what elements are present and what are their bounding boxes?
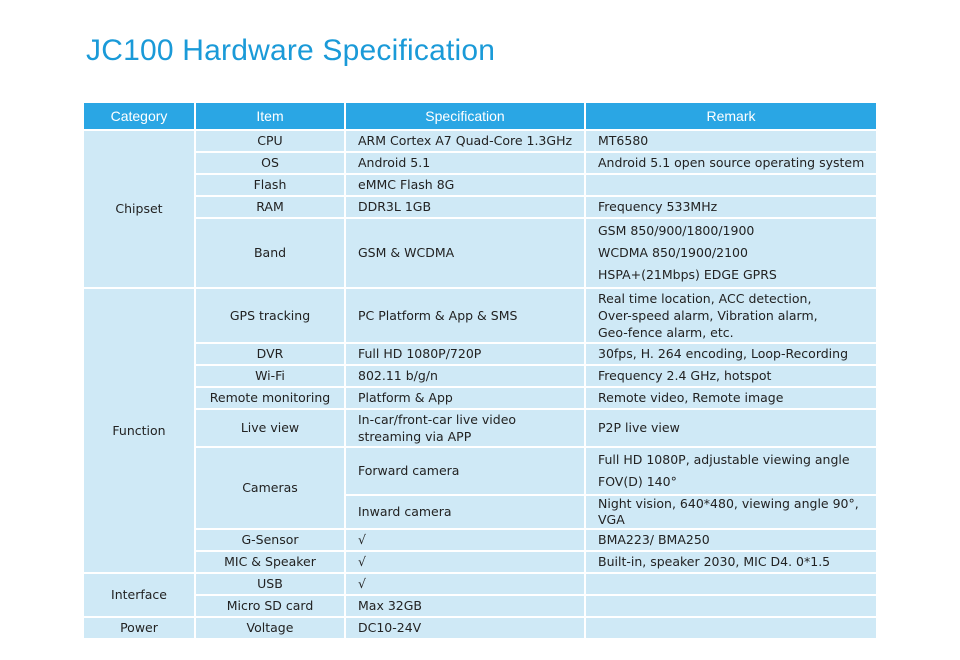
header-remark: Remark: [586, 103, 876, 129]
table-row-flash: Flash eMMC Flash 8G: [84, 175, 876, 195]
remark-line: FOV(D) 140°: [598, 474, 677, 489]
table-row-micro-sd: Micro SD card Max 32GB: [84, 596, 876, 616]
header-category: Category: [84, 103, 194, 129]
table-row-remote-monitoring: Remote monitoring Platform & App Remote …: [84, 388, 876, 408]
header-row: Category Item Specification Remark: [84, 103, 876, 129]
table-row-voltage: Power Voltage DC10-24V: [84, 618, 876, 638]
spec-cell: Max 32GB: [346, 596, 584, 616]
spec-cell: √: [346, 530, 584, 550]
remark-cell: BMA223/ BMA250: [586, 530, 876, 550]
remark-cell: GSM 850/900/1800/1900 WCDMA 850/1900/210…: [586, 219, 876, 287]
spec-cell: Forward camera: [346, 448, 584, 494]
spec-cell: ARM Cortex A7 Quad-Core 1.3GHz: [346, 131, 584, 151]
spec-cell: eMMC Flash 8G: [346, 175, 584, 195]
header-item: Item: [196, 103, 344, 129]
spec-cell: In-car/front-car live video streaming vi…: [346, 410, 584, 446]
spec-cell: Platform & App: [346, 388, 584, 408]
spec-cell: PC Platform & App & SMS: [346, 289, 584, 342]
category-function: Function: [84, 289, 194, 572]
remark-cell: MT6580: [586, 131, 876, 151]
spec-cell: Android 5.1: [346, 153, 584, 173]
item-cell: DVR: [196, 344, 344, 364]
item-cell: MIC & Speaker: [196, 552, 344, 572]
item-cell: GPS tracking: [196, 289, 344, 342]
spec-cell: Full HD 1080P/720P: [346, 344, 584, 364]
remark-cell: Full HD 1080P, adjustable viewing angle …: [586, 448, 876, 494]
spec-cell: GSM & WCDMA: [346, 219, 584, 287]
category-chipset: Chipset: [84, 131, 194, 287]
item-cell: Wi-Fi: [196, 366, 344, 386]
remark-line: WCDMA 850/1900/2100: [598, 245, 748, 260]
table-row-gps: Function GPS tracking PC Platform & App …: [84, 289, 876, 572]
remark-cell: P2P live view: [586, 410, 876, 446]
table-row-wifi: Wi-Fi 802.11 b/g/n Frequency 2.4 GHz, ho…: [84, 366, 876, 386]
item-cell: Micro SD card: [196, 596, 344, 616]
table-row-g-sensor: G-Sensor √ BMA223/ BMA250: [84, 530, 876, 550]
remark-line: Over-speed alarm, Vibration alarm,: [598, 308, 818, 323]
table-row-mic-speaker: MIC & Speaker √ Built-in, speaker 2030, …: [84, 552, 876, 572]
item-cell: Band: [196, 219, 344, 287]
table-row-os: OS Android 5.1 Android 5.1 open source o…: [84, 153, 876, 173]
remark-cell: [586, 175, 876, 195]
remark-cell: 30fps, H. 264 encoding, Loop-Recording: [586, 344, 876, 364]
page-title: JC100 Hardware Specification: [86, 34, 496, 67]
remark-cell: Frequency 2.4 GHz, hotspot: [586, 366, 876, 386]
spec-cell: DDR3L 1GB: [346, 197, 584, 217]
item-cell: USB: [196, 574, 344, 594]
table-row-live-view: Live view In-car/front-car live video st…: [84, 410, 876, 446]
remark-line: HSPA+(21Mbps) EDGE GPRS: [598, 267, 777, 282]
spec-line: In-car/front-car live video: [358, 412, 517, 427]
item-cell: RAM: [196, 197, 344, 217]
remark-cell: Night vision, 640*480, viewing angle 90°…: [586, 496, 876, 528]
header-specification: Specification: [346, 103, 584, 129]
item-cell: OS: [196, 153, 344, 173]
remark-line: Full HD 1080P, adjustable viewing angle: [598, 452, 850, 467]
table-row-usb: Interface USB √: [84, 574, 876, 616]
table-row-dvr: DVR Full HD 1080P/720P 30fps, H. 264 enc…: [84, 344, 876, 364]
spec-table: Category Item Specification Remark Chips…: [82, 101, 878, 640]
table-row-cameras-forward: Cameras Forward camera Full HD 1080P, ad…: [84, 448, 876, 528]
remark-line: GSM 850/900/1800/1900: [598, 223, 755, 238]
table-row-cameras-inward: Inward camera Night vision, 640*480, vie…: [84, 496, 876, 528]
remark-line: Geo-fence alarm, etc.: [598, 325, 734, 340]
spec-cell: Inward camera: [346, 496, 584, 528]
spec-cell: DC10-24V: [346, 618, 584, 638]
remark-cell: [586, 574, 876, 594]
item-cell: Cameras: [196, 448, 344, 528]
item-cell: Voltage: [196, 618, 344, 638]
remark-cell: Remote video, Remote image: [586, 388, 876, 408]
remark-cell: Real time location, ACC detection, Over-…: [586, 289, 876, 342]
category-interface: Interface: [84, 574, 194, 616]
table-row-band: Band GSM & WCDMA GSM 850/900/1800/1900 W…: [84, 219, 876, 287]
item-cell: Flash: [196, 175, 344, 195]
spec-cell: √: [346, 552, 584, 572]
remark-cell: [586, 618, 876, 638]
remark-cell: [586, 596, 876, 616]
remark-line: Real time location, ACC detection,: [598, 291, 812, 306]
remark-cell: Android 5.1 open source operating system: [586, 153, 876, 173]
item-cell: CPU: [196, 131, 344, 151]
category-power: Power: [84, 618, 194, 638]
table-row-cpu: Chipset CPU ARM Cortex A7 Quad-Core 1.3G…: [84, 131, 876, 287]
table-row-ram: RAM DDR3L 1GB Frequency 533MHz: [84, 197, 876, 217]
remark-cell: Built-in, speaker 2030, MIC D4. 0*1.5: [586, 552, 876, 572]
spec-cell: √: [346, 574, 584, 594]
spec-cell: 802.11 b/g/n: [346, 366, 584, 386]
spec-line: streaming via APP: [358, 429, 472, 444]
item-cell: Live view: [196, 410, 344, 446]
item-cell: G-Sensor: [196, 530, 344, 550]
remark-cell: Frequency 533MHz: [586, 197, 876, 217]
item-cell: Remote monitoring: [196, 388, 344, 408]
